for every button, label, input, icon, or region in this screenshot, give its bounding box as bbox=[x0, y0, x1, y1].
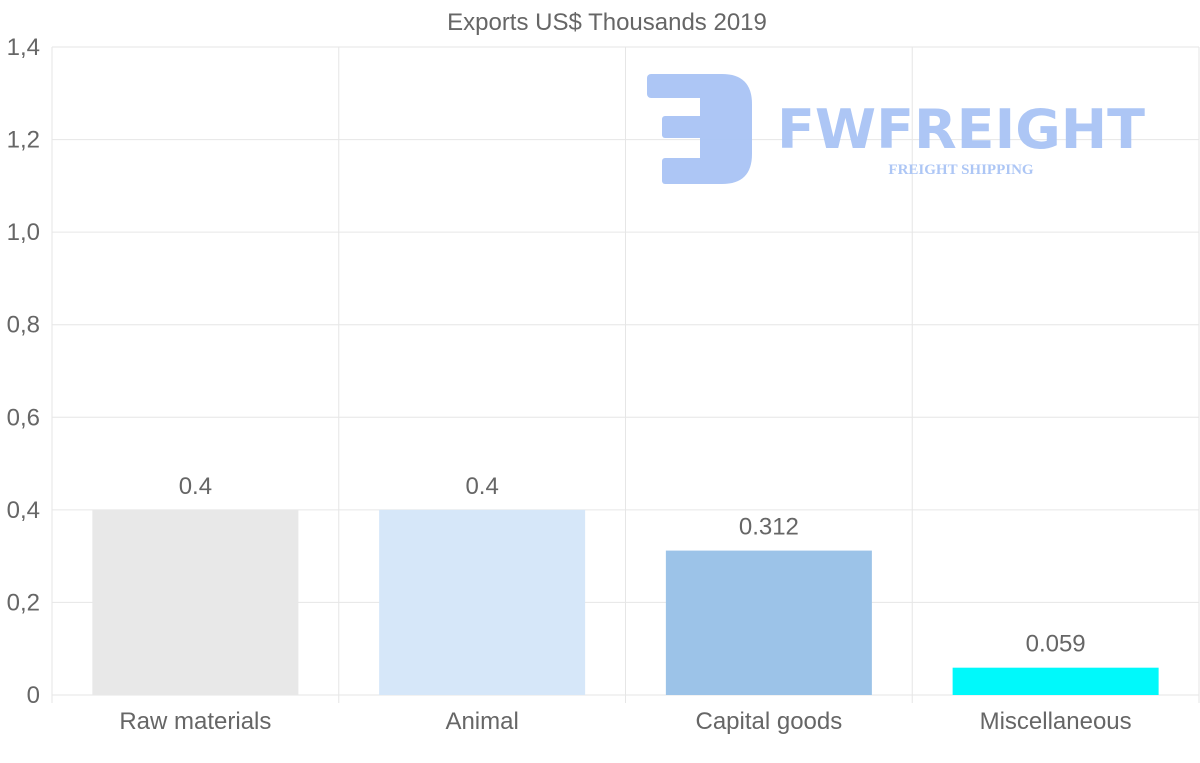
bar[interactable] bbox=[665, 550, 872, 695]
bar[interactable] bbox=[952, 667, 1159, 695]
watermark-logo: FWFREIGHT FREIGHT SHIPPING bbox=[647, 74, 1145, 184]
x-tick-label: Raw materials bbox=[119, 708, 271, 735]
bar[interactable] bbox=[92, 509, 299, 695]
bar-value-label: 0.059 bbox=[1026, 631, 1086, 658]
bar[interactable] bbox=[379, 509, 586, 695]
watermark-brand-name: FWFREIGHT bbox=[777, 98, 1145, 161]
y-tick-label: 0,6 bbox=[7, 404, 40, 431]
y-tick-label: 1,4 bbox=[7, 34, 40, 61]
watermark-tagline: FREIGHT SHIPPING bbox=[888, 162, 1033, 178]
x-tick-label: Animal bbox=[445, 708, 518, 735]
bar-series bbox=[92, 509, 1159, 695]
x-axis-ticks: Raw materials Animal Capital goods Miscella… bbox=[119, 708, 1131, 735]
y-tick-label: 0,4 bbox=[7, 497, 40, 524]
y-tick-label: 1,0 bbox=[7, 219, 40, 246]
y-tick-label: 1,2 bbox=[7, 127, 40, 154]
data-labels: 0.4 0.4 0.312 0.059 bbox=[179, 473, 1086, 658]
x-tick-label: Capital goods bbox=[695, 708, 842, 735]
y-tick-label: 0 bbox=[27, 682, 40, 709]
bar-value-label: 0.312 bbox=[739, 514, 799, 541]
y-tick-label: 0,8 bbox=[7, 312, 40, 339]
bar-value-label: 0.4 bbox=[179, 473, 212, 500]
chart-title: Exports US$ Thousands 2019 bbox=[447, 9, 767, 36]
y-axis-ticks: 0 0,2 0,4 0,6 0,8 1,0 1,2 1,4 bbox=[7, 34, 40, 709]
y-tick-label: 0,2 bbox=[7, 589, 40, 616]
watermark-logo-mark bbox=[647, 74, 752, 184]
x-tick-label: Miscellaneous bbox=[980, 708, 1132, 735]
bar-value-label: 0.4 bbox=[465, 473, 498, 500]
